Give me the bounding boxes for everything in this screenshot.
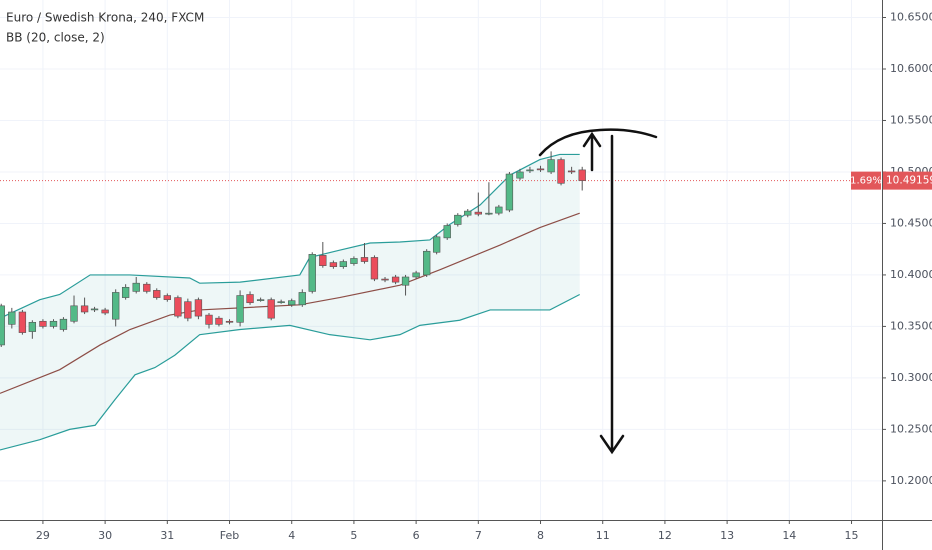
price-box	[883, 171, 932, 190]
candle-body	[184, 301, 192, 319]
y-tick-label: 10.40000	[890, 268, 932, 281]
candle-body	[350, 258, 358, 264]
candle-body	[526, 169, 534, 172]
x-tick-label: 13	[720, 529, 734, 542]
candle-body	[267, 299, 275, 319]
y-tick-label: 10.60000	[890, 62, 932, 75]
x-tick-label: 15	[845, 529, 859, 542]
candle-body	[423, 250, 431, 276]
candle-body	[143, 283, 151, 292]
chart-title: Euro / Swedish Krona, 240, FXCM	[6, 11, 204, 25]
price-label: 10.49159	[886, 175, 932, 187]
candle-body	[90, 308, 99, 311]
up-arrow	[582, 131, 602, 172]
candle-body	[505, 173, 514, 211]
x-tick-label: Feb	[220, 529, 239, 542]
y-tick-label: 10.65000	[890, 11, 932, 24]
y-tick-label: 10.35000	[890, 319, 932, 332]
candle-body	[246, 294, 254, 304]
candle-body	[547, 159, 555, 173]
candle-body	[578, 169, 586, 181]
y-tick-label: 10.30000	[890, 371, 932, 384]
candle-body	[59, 318, 68, 330]
candle-body	[153, 290, 161, 298]
x-tick-label: 11	[596, 529, 610, 542]
candle-body	[225, 320, 234, 323]
candle-body	[288, 300, 296, 306]
x-tick-label: 5	[350, 529, 357, 542]
candle-body	[516, 171, 524, 179]
candle-body	[8, 311, 16, 325]
candle-body	[464, 210, 472, 216]
candle-body	[205, 314, 213, 325]
candle-body	[132, 282, 140, 292]
x-tick-label: 4	[288, 529, 295, 542]
candle-body	[215, 317, 223, 325]
x-tick-label: 14	[782, 529, 796, 542]
y-tick-label: 10.25000	[890, 422, 932, 435]
annotation-drawing	[538, 128, 658, 455]
x-tick-label: 31	[160, 529, 174, 542]
x-tick-label: 29	[36, 529, 50, 542]
candle-body	[298, 292, 306, 306]
candle-body	[0, 305, 5, 346]
candle-body	[236, 295, 244, 323]
change-box	[851, 171, 881, 190]
candle-body	[370, 257, 379, 280]
candle-body	[432, 236, 441, 253]
candle-body	[536, 168, 545, 171]
indicator-label: BB (20, close, 2)	[6, 31, 105, 45]
candle-body	[39, 320, 47, 327]
candle-body	[495, 206, 503, 214]
candle-body	[28, 321, 37, 332]
x-tick-label: 8	[537, 529, 544, 542]
candle-body	[174, 297, 182, 317]
candle-body	[381, 278, 389, 281]
candle-body	[80, 305, 89, 313]
down-arrow	[599, 134, 625, 455]
candle-body	[474, 211, 482, 215]
candle-body	[391, 276, 400, 283]
candle-body	[277, 301, 285, 304]
band-line	[0, 293, 580, 451]
candle-body	[567, 170, 576, 173]
candle-body	[256, 299, 265, 301]
candle-body	[454, 214, 462, 225]
x-tick-label: 7	[475, 529, 482, 542]
candle-body	[101, 309, 109, 314]
candle-body	[49, 320, 58, 327]
candle-body	[557, 159, 565, 184]
candle-body	[339, 261, 348, 267]
candle-body	[194, 299, 203, 317]
candle-body	[308, 254, 316, 292]
candle-body	[319, 255, 327, 266]
grid	[0, 0, 882, 520]
candle-body	[443, 225, 451, 239]
plot	[0, 151, 882, 451]
x-tick-label: 30	[98, 529, 112, 542]
candle-body	[360, 257, 369, 262]
axes: 10.6500010.6000010.5500010.5000010.45000…	[36, 11, 932, 542]
candle-body	[485, 212, 493, 215]
candle-body	[401, 276, 410, 286]
x-tick-label: 12	[658, 529, 672, 542]
y-tick-label: 10.45000	[890, 216, 932, 229]
x-tick-label: 6	[413, 529, 420, 542]
y-tick-label: 10.55000	[890, 113, 932, 126]
arc-annotation	[538, 128, 658, 157]
candle-body	[163, 295, 171, 300]
candle-body	[112, 292, 120, 320]
y-tick-label: 10.20000	[890, 474, 932, 487]
change-label: 1.69%	[850, 176, 882, 187]
band-line	[0, 153, 580, 319]
candle-body	[412, 272, 420, 278]
candle-body	[121, 286, 130, 298]
candle-body	[329, 262, 338, 267]
candle-body	[18, 311, 27, 333]
candle-body	[70, 305, 78, 322]
